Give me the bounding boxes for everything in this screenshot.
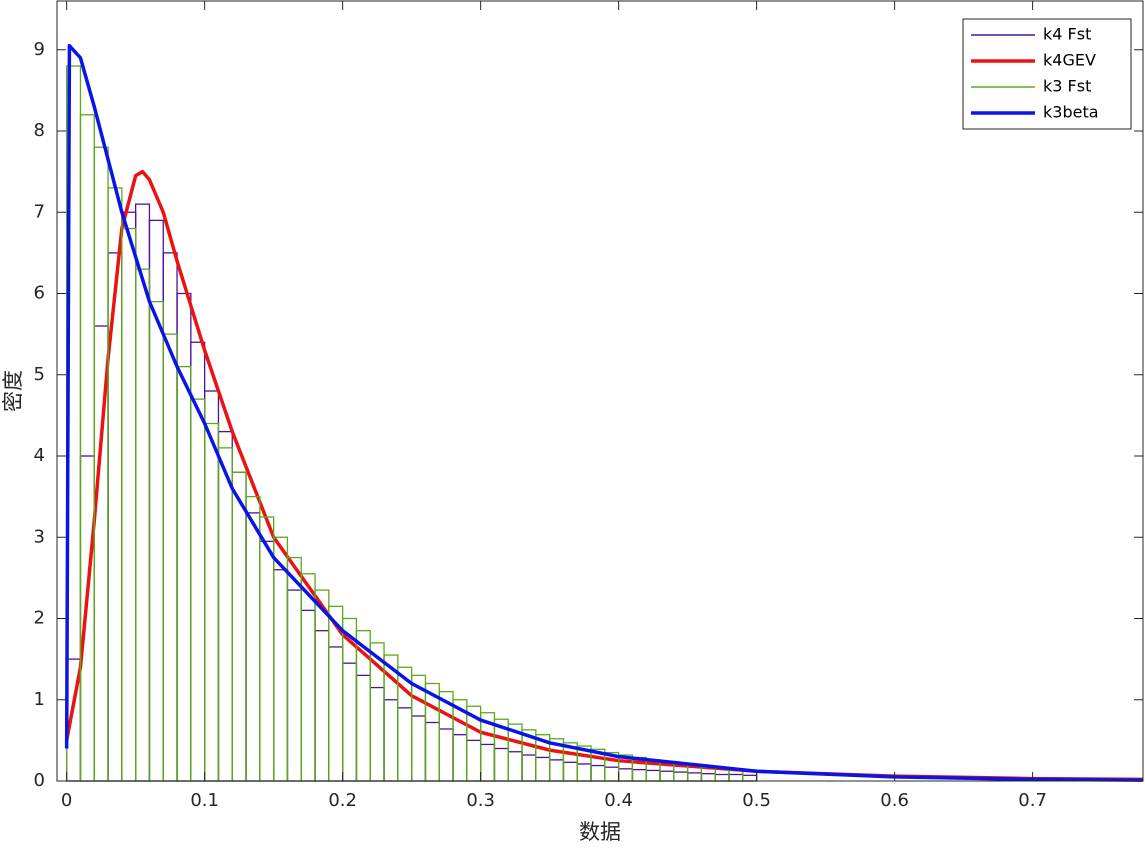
x-tick-label: 0.7	[1018, 790, 1047, 811]
legend-label: k3 Fst	[1043, 77, 1091, 96]
x-tick-label: 0.3	[466, 790, 495, 811]
legend-label: k3beta	[1043, 103, 1099, 122]
legend-label: k4 Fst	[1043, 25, 1091, 44]
y-tick-label: 1	[34, 689, 45, 710]
y-tick-label: 3	[34, 526, 45, 547]
axes-box	[56, 0, 1144, 782]
legend-label: k4GEV	[1043, 51, 1096, 70]
y-tick-label: 7	[34, 201, 45, 222]
y-tick-label: 4	[34, 445, 45, 466]
x-tick-label: 0.1	[190, 790, 219, 811]
x-tick-label: 0.6	[880, 790, 909, 811]
x-axis-label: 数据	[579, 820, 621, 844]
x-tick-label: 0	[61, 790, 72, 811]
x-tick-label: 0.5	[742, 790, 771, 811]
y-tick-label: 5	[34, 364, 45, 385]
y-tick-label: 9	[34, 39, 45, 60]
legend-box	[962, 18, 1132, 130]
fit-line	[64, 43, 1144, 782]
x-tick-label: 0.4	[604, 790, 633, 811]
y-tick-label: 6	[34, 283, 45, 304]
y-axis-label: 密度	[1, 370, 25, 412]
x-tick-label: 0.2	[328, 790, 357, 811]
legend: k4 Fst k4GEV k3 Fst k3beta	[962, 18, 1132, 130]
y-tick-label: 2	[34, 608, 45, 629]
y-tick-label: 0	[34, 770, 45, 791]
y-tick-label: 8	[34, 120, 45, 141]
